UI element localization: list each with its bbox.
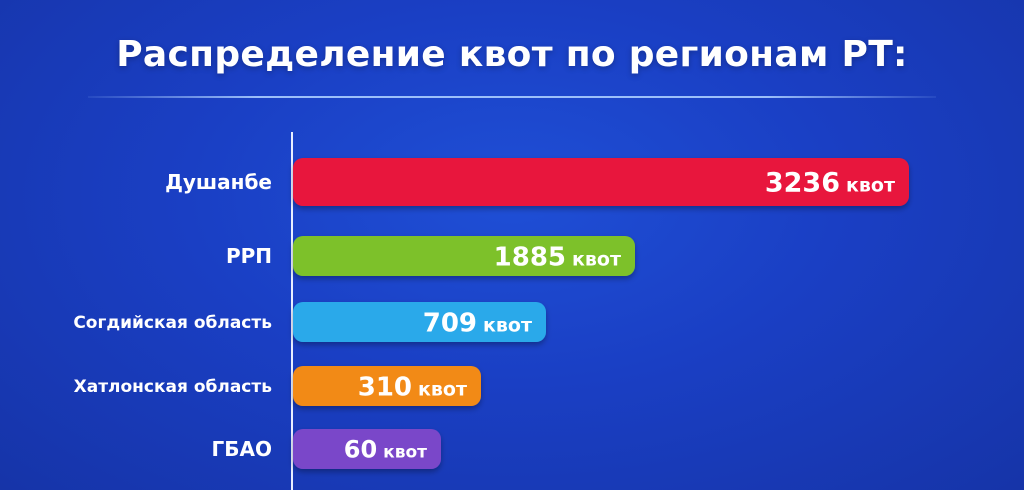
category-label-1: Душанбе	[165, 170, 272, 194]
category-label-5: ГБАО	[212, 437, 272, 461]
title-divider	[88, 96, 936, 98]
value-label-5: 60 квот	[344, 436, 427, 464]
category-label-2: РРП	[226, 244, 272, 268]
category-label-4: Хатлонская область	[74, 377, 272, 397]
value-label-1: 3236 квот	[765, 168, 895, 199]
value-label-3: 709 квот	[423, 308, 532, 338]
category-label-3: Согдийская область	[73, 313, 272, 333]
bar-2	[293, 236, 635, 276]
bar-1	[293, 158, 909, 206]
value-label-2: 1885 квот	[494, 242, 621, 272]
bar-5	[293, 429, 441, 469]
value-label-4: 310 квот	[358, 372, 467, 402]
chart-title: Распределение квот по регионам РТ:	[116, 34, 908, 75]
bar-3	[293, 302, 546, 342]
bar-4	[293, 366, 481, 406]
